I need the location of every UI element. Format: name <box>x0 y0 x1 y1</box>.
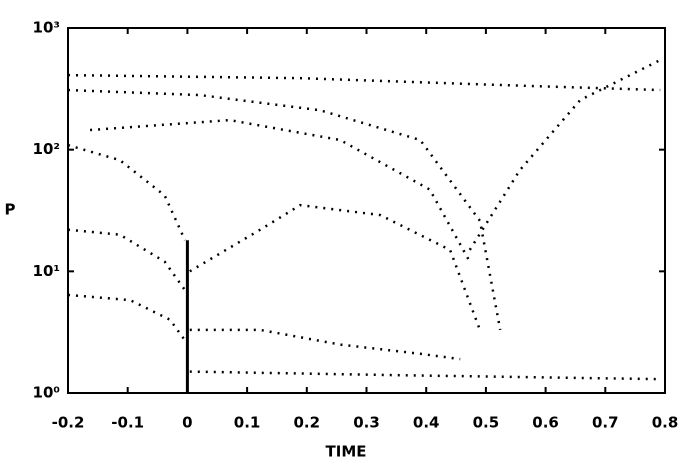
contour-line <box>67 293 187 342</box>
contour-line <box>67 143 187 241</box>
y-tick-label: 10³ <box>33 19 60 37</box>
x-tick-label: 0 <box>182 414 192 432</box>
y-tick-label: 10⁰ <box>33 384 60 402</box>
contour-line <box>189 203 482 331</box>
contour-line <box>189 328 461 361</box>
contour-line <box>67 73 661 92</box>
contour-line <box>67 88 502 331</box>
contour-line <box>189 370 661 381</box>
y-axis-label: P <box>5 201 16 219</box>
x-axis-label: TIME <box>326 443 367 461</box>
x-tick-label: 0.1 <box>234 414 261 432</box>
x-tick-label: 0.6 <box>532 414 559 432</box>
contour-line <box>90 118 471 263</box>
y-tick-label: 10² <box>33 140 60 158</box>
y-tick-label: 10¹ <box>33 262 60 280</box>
x-tick-label: -0.2 <box>52 414 85 432</box>
x-tick-label: 0.7 <box>592 414 619 432</box>
contour-line <box>67 228 187 291</box>
x-tick-label: 0.5 <box>473 414 500 432</box>
x-tick-label: 0.2 <box>294 414 321 432</box>
contour-line <box>468 58 661 251</box>
x-tick-label: -0.1 <box>111 414 144 432</box>
x-tick-label: 0.3 <box>353 414 380 432</box>
plot-frame <box>67 27 666 394</box>
x-tick-label: 0.4 <box>413 414 440 432</box>
x-tick-label: 0.8 <box>652 414 679 432</box>
